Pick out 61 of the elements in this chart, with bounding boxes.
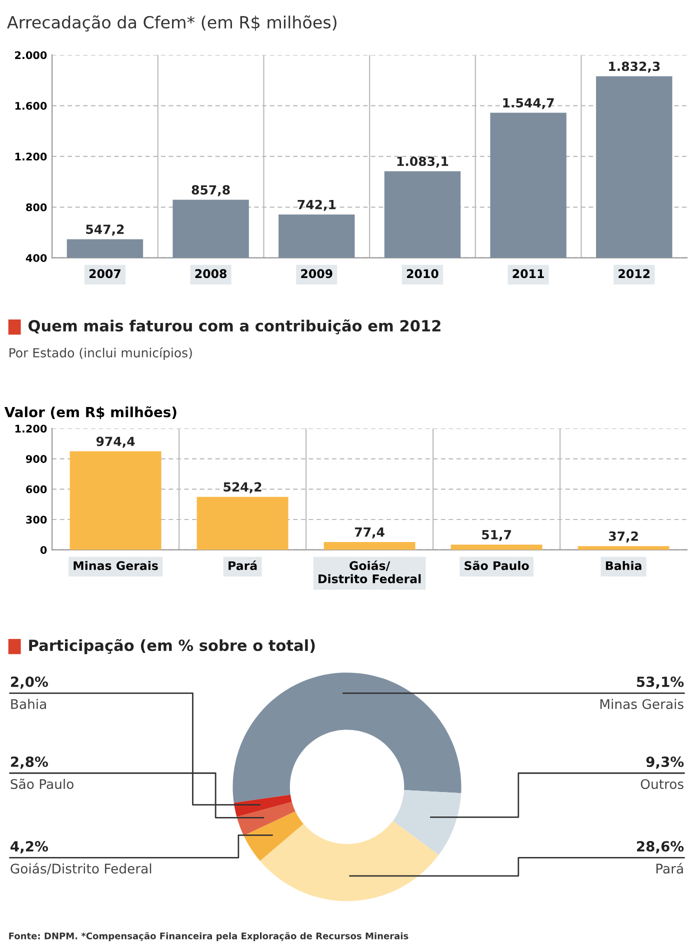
bar: [578, 546, 670, 550]
donut-slice: [244, 811, 304, 861]
data-label: 742,1: [298, 200, 336, 211]
x-tick-label: São Paulo: [464, 560, 529, 570]
y-tick-label: 600: [26, 485, 47, 494]
data-label: 857,8: [192, 185, 230, 196]
data-label: 1.832,3: [609, 62, 660, 73]
y-tick-label: 1.200: [15, 424, 47, 433]
x-tick-label: Pará: [228, 560, 257, 570]
x-tick-label: 2010: [406, 269, 438, 278]
data-label: 2,0%: [11, 676, 48, 689]
x-tick-label: Goiás/ Distrito Federal: [318, 560, 421, 584]
chart-title: Quem mais faturou com a contribuição em 2012: [28, 319, 440, 334]
y-tick-label: 1.200: [15, 152, 47, 161]
y-tick-label: 1.600: [15, 102, 47, 110]
slice-label: Minas Gerais: [600, 698, 684, 710]
slice-label: Outros: [640, 779, 684, 790]
donut-slice: [392, 790, 462, 856]
y-axis-title: Valor (em R$ milhões): [4, 406, 176, 420]
x-tick-label: 2007: [89, 269, 120, 278]
x-tick-label: 2012: [618, 269, 650, 278]
donut-slice: [234, 794, 292, 817]
data-label: 4,2%: [10, 841, 48, 854]
y-tick-label: 400: [26, 254, 47, 262]
y-tick-label: 300: [26, 516, 47, 524]
y-tick-label: 800: [26, 203, 47, 212]
donut-slice: [260, 820, 439, 902]
data-label: 1.544,7: [503, 98, 554, 110]
bar: [324, 542, 416, 550]
data-label: 51,7: [482, 530, 511, 542]
data-label: 2,8%: [11, 756, 48, 769]
chart-title: Participação (em % sobre o total): [29, 639, 315, 654]
data-label: 77,4: [354, 528, 384, 538]
chart-title: Arrecadação da Cfem* (em R$ milhões): [7, 15, 336, 32]
x-tick-label: 2011: [512, 269, 544, 278]
x-tick-label: Bahia: [606, 560, 642, 570]
data-label: 974,4: [96, 436, 135, 448]
data-label: 53,1%: [636, 676, 684, 689]
bar: [450, 544, 542, 550]
x-tick-label: Minas Gerais: [74, 560, 158, 570]
data-label: 1.083,1: [397, 156, 448, 168]
x-tick-label: 2008: [195, 269, 226, 278]
x-tick-label: 2009: [301, 269, 332, 278]
chart-subtitle: Por Estado (inclui municípios): [10, 347, 192, 360]
bar: [70, 451, 162, 550]
donut-slice: [232, 672, 462, 803]
bar: [196, 496, 288, 550]
y-tick-label: 0: [40, 546, 47, 554]
y-tick-label: 900: [26, 455, 47, 463]
slice-label: Goiás/Distrito Federal: [10, 862, 152, 875]
source-note: Fonte: DNPM. *Compensação Financeira pela Exploração de Recursos Minerais: [9, 932, 408, 942]
data-label: 37,2: [608, 531, 638, 542]
data-label: 547,2: [86, 224, 124, 236]
slice-label: Bahia: [11, 698, 46, 710]
donut-slice: [236, 802, 296, 836]
slice-label: Pará: [656, 862, 683, 874]
data-label: 524,2: [224, 482, 262, 494]
slice-label: São Paulo: [10, 778, 74, 790]
data-label: 9,3%: [646, 756, 684, 769]
data-label: 28,6%: [637, 841, 684, 854]
y-tick-label: 2.000: [15, 51, 47, 60]
